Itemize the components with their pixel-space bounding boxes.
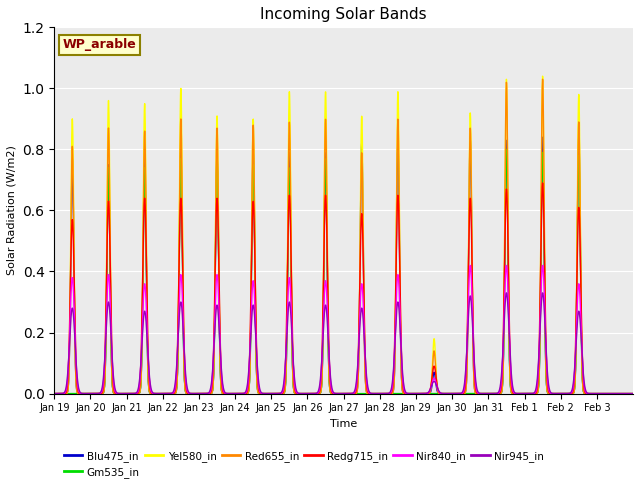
Text: WP_arable: WP_arable	[63, 38, 137, 51]
Legend: Blu475_in, Gm535_in, Yel580_in, Red655_in, Redg715_in, Nir840_in, Nir945_in: Blu475_in, Gm535_in, Yel580_in, Red655_i…	[60, 446, 548, 480]
Y-axis label: Solar Radiation (W/m2): Solar Radiation (W/m2)	[7, 145, 17, 276]
Title: Incoming Solar Bands: Incoming Solar Bands	[260, 7, 427, 22]
X-axis label: Time: Time	[330, 419, 357, 429]
